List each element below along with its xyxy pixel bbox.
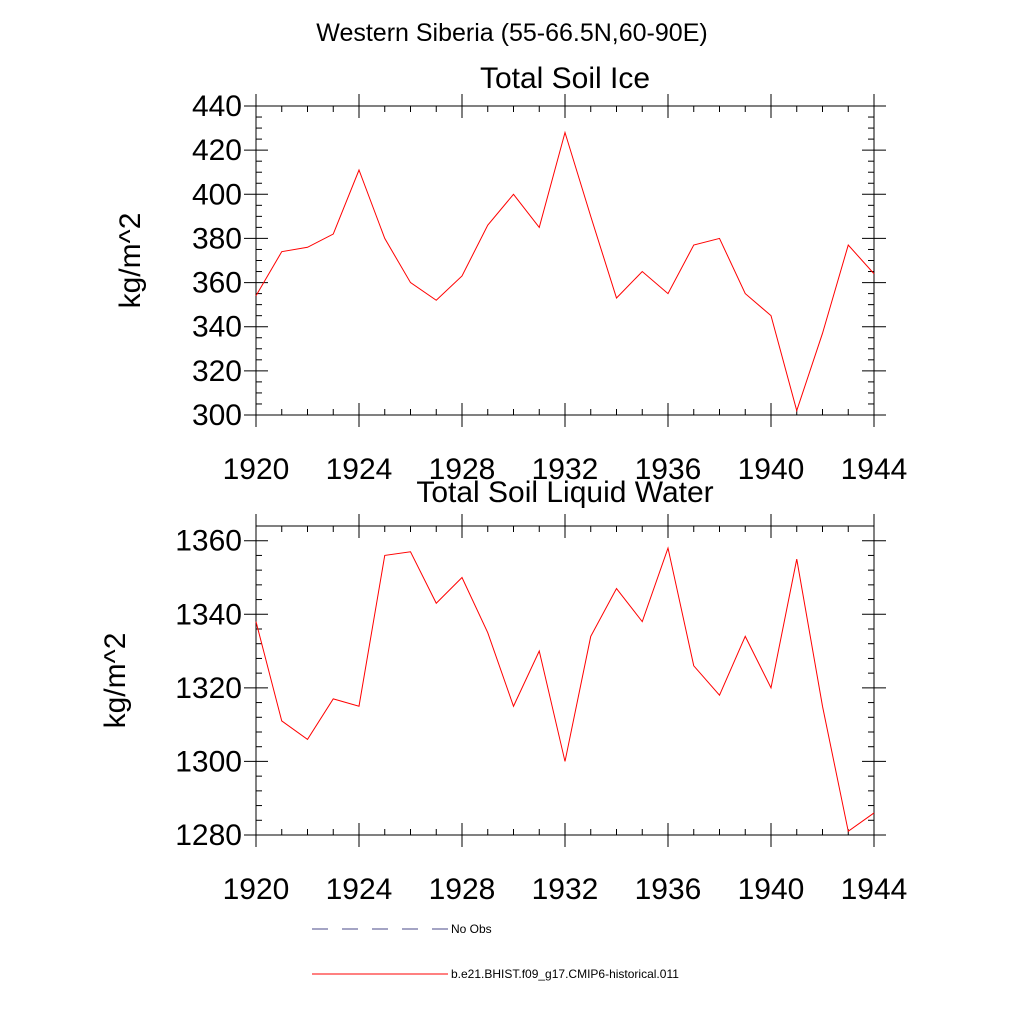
legend: No Obs b.e21.BHIST.f09_g17.CMIP6-historic… [312,922,679,981]
x-tick-label: 1928 [429,453,496,486]
x-tick-label: 1940 [738,873,805,906]
series-line [255,546,875,833]
x-tick-label: 1944 [841,873,908,906]
series-line [255,130,875,413]
x-tick-label: 1924 [326,873,393,906]
panel-title: Total Soil Ice [480,62,650,95]
y-tick-label: 1280 [175,819,242,852]
x-tick-label: 1936 [635,453,702,486]
x-tick-label: 1932 [532,873,599,906]
x-tick-label: 1932 [532,453,599,486]
plot-frame [255,105,875,416]
plot-frame [255,525,875,836]
y-tick-label: 360 [192,267,242,300]
y-tick-label: 440 [192,90,242,123]
y-axis-label: kg/m^2 [99,633,132,729]
y-tick-label: 380 [192,222,242,255]
x-tick-label: 1940 [738,453,805,486]
y-tick-label: 1340 [175,598,242,631]
y-tick-label: 300 [192,399,242,432]
legend-label: No Obs [451,922,492,936]
chart-panel-1: Total Soil Ice kg/m^2 1920 1924 1928 1932 1936… [114,62,907,486]
legend-label: b.e21.BHIST.f09_g17.CMIP6-historical.011 [451,967,679,981]
x-tick-label: 1920 [223,873,290,906]
y-tick-label: 420 [192,134,242,167]
y-tick-label: 320 [192,355,242,388]
y-tick-label: 1300 [175,745,242,778]
x-tick-label: 1920 [223,453,290,486]
y-tick-label: 400 [192,178,242,211]
x-tick-label: 1928 [429,873,496,906]
chart-panel-2: Total Soil Liquid Water kg/m^2 1920 1924 192… [99,476,907,906]
x-tick-label: 1936 [635,873,702,906]
y-tick-label: 1360 [175,525,242,558]
y-tick-label: 340 [192,311,242,344]
x-tick-label: 1944 [841,453,908,486]
figure-suptitle: Western Siberia (55-66.5N,60-90E) [316,19,708,47]
y-tick-label: 1320 [175,672,242,705]
y-axis-label: kg/m^2 [114,213,147,309]
x-tick-label: 1924 [326,453,393,486]
panel-title: Total Soil Liquid Water [416,476,713,509]
